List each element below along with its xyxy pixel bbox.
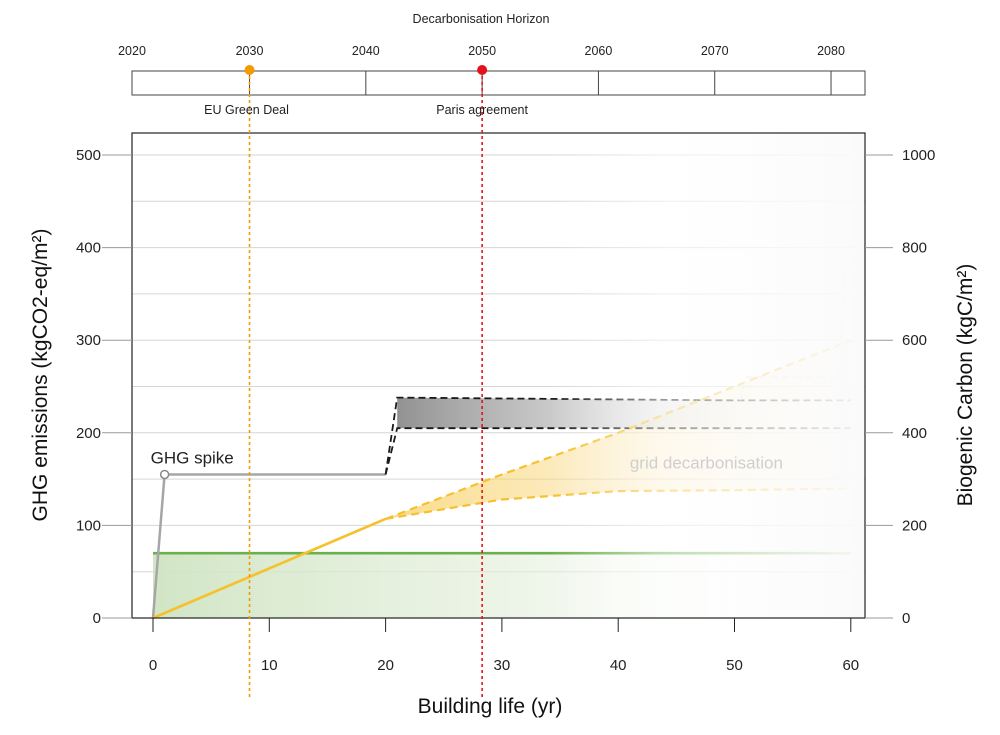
y-right-tick-label: 0: [902, 610, 910, 627]
y-right-tick-label: 800: [902, 240, 927, 257]
grid-decarbonisation-annotation: grid decarbonisation: [630, 453, 783, 472]
y-left-tick-label: 100: [76, 517, 101, 534]
y-left-tick-label: 500: [76, 147, 101, 164]
x-tick-label: 40: [610, 657, 627, 674]
ghg-spike-annotation: GHG spike: [151, 449, 234, 468]
y-left-tick-label: 200: [76, 425, 101, 442]
horizon-year-2030: 2030: [236, 44, 264, 58]
y-left-tick-label: 0: [93, 610, 101, 627]
x-axis-title: Building life (yr): [418, 695, 563, 718]
horizon-year-labels: 2020 2030 2040 2050 2060 2070 2080: [118, 44, 845, 58]
horizon-year-2020: 2020: [118, 44, 146, 58]
horizon-bar: [131, 70, 866, 96]
horizon-title: Decarbonisation Horizon: [413, 12, 550, 26]
plot-frame: [131, 132, 866, 619]
x-tick-label: 60: [842, 657, 859, 674]
fade-overlay: [548, 134, 864, 617]
horizon-year-2050: 2050: [468, 44, 496, 58]
x-tick-label: 10: [261, 657, 278, 674]
ghg-spike-marker: [159, 469, 170, 480]
y-right-tick-label: 200: [902, 517, 927, 534]
eu-green-deal-label: EU Green Deal: [204, 103, 289, 117]
x-axis-ticks: 0 10 20 30 40 50 60: [149, 618, 859, 674]
y-left-axis-ticks: 0 100 200 300 400 500: [76, 147, 132, 627]
y-right-tick-label: 400: [902, 425, 927, 442]
y-left-tick-label: 300: [76, 332, 101, 349]
horizon-year-2070: 2070: [701, 44, 729, 58]
x-tick-label: 30: [494, 657, 511, 674]
x-tick-label: 20: [377, 657, 394, 674]
paris-agreement-label: Paris agreement: [436, 103, 528, 117]
horizon-year-2080: 2080: [817, 44, 845, 58]
horizon-year-2060: 2060: [585, 44, 613, 58]
x-tick-label: 0: [149, 657, 157, 674]
y-left-axis-title: GHG emissions (kgCO2-eq/m²): [29, 229, 52, 522]
emissions-lower-bound: [384, 427, 851, 475]
y-right-axis-title: Biogenic Carbon (kgC/m²): [954, 264, 977, 507]
x-tick-label: 50: [726, 657, 743, 674]
paris-agreement-marker: [477, 65, 488, 75]
operational-emissions-line: [152, 517, 387, 620]
eu-green-deal-marker: [244, 65, 255, 75]
y-right-tick-label: 600: [902, 332, 927, 349]
y-right-tick-label: 1000: [902, 147, 935, 164]
y-right-axis-ticks: 0 200 400 600 800 1000: [865, 147, 935, 627]
y-left-tick-label: 400: [76, 240, 101, 257]
horizon-year-2040: 2040: [352, 44, 380, 58]
